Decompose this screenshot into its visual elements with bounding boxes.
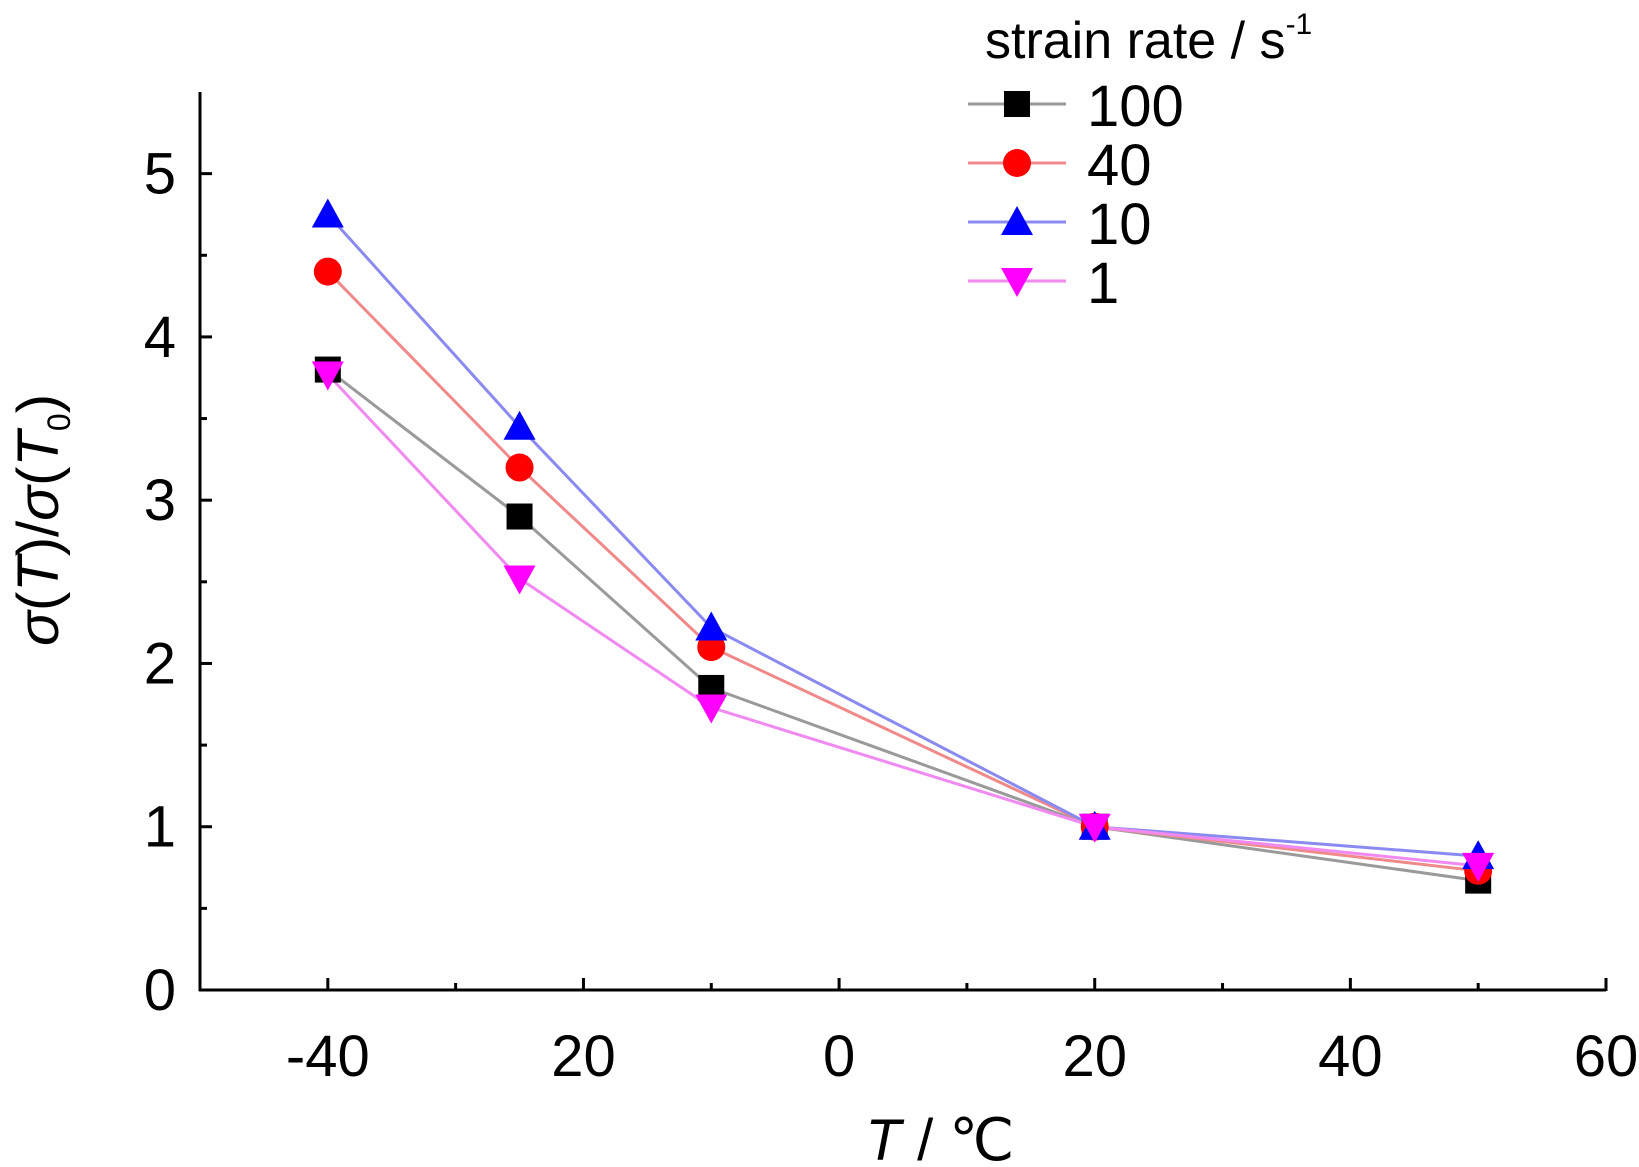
- x-tick-label: 20: [1062, 1024, 1127, 1089]
- y-tick-label: 5: [144, 142, 176, 207]
- legend-label-10: 10: [1087, 192, 1152, 257]
- legend-marker-10: [1001, 206, 1033, 235]
- axes: [198, 92, 1606, 992]
- x-tick-label: -40: [286, 1024, 370, 1089]
- x-tick-label: 20: [551, 1024, 616, 1089]
- data-point-1: [695, 694, 728, 724]
- legend-label-1: 1: [1087, 251, 1119, 316]
- y-tick-label: 2: [144, 631, 176, 696]
- x-tick-label: 60: [1574, 1024, 1639, 1089]
- y-tick-label: 0: [144, 958, 176, 1023]
- series-lines: [326, 213, 1479, 883]
- legend-label-40: 40: [1087, 133, 1152, 198]
- data-point-1: [1462, 852, 1495, 882]
- data-point-10: [503, 410, 536, 440]
- y-tick-label: 3: [144, 468, 176, 533]
- legend-marker-40: [1003, 149, 1031, 177]
- series-markers: [311, 198, 1495, 894]
- y-axis-title: σ(T)/σ(T0): [6, 394, 77, 646]
- data-point-1: [311, 361, 344, 391]
- data-point-100: [506, 503, 533, 530]
- x-axis-title: T / ℃: [866, 1108, 1015, 1167]
- data-point-40: [505, 453, 534, 482]
- x-tick-label: 40: [1318, 1024, 1383, 1089]
- y-tick-label: 1: [144, 795, 176, 860]
- legend-title: strain rate / s-1: [985, 8, 1312, 70]
- data-point-1: [1078, 813, 1111, 843]
- series-line-40: [326, 270, 1479, 873]
- tick-labels: 0 1 2 3 4 5 -40 20 0 20 40 60: [144, 142, 1639, 1089]
- legend-label-100: 100: [1087, 74, 1184, 139]
- legend-marker-100: [1004, 91, 1030, 117]
- data-point-10: [311, 198, 344, 228]
- legend-marker-1: [1001, 268, 1033, 297]
- y-tick-label: 4: [144, 305, 176, 370]
- data-point-40: [313, 257, 342, 286]
- x-tick-label: 0: [823, 1024, 855, 1089]
- data-point-1: [503, 565, 536, 595]
- series-line-10: [326, 213, 1479, 858]
- ticks: [198, 172, 1608, 992]
- data-point-10: [695, 611, 728, 641]
